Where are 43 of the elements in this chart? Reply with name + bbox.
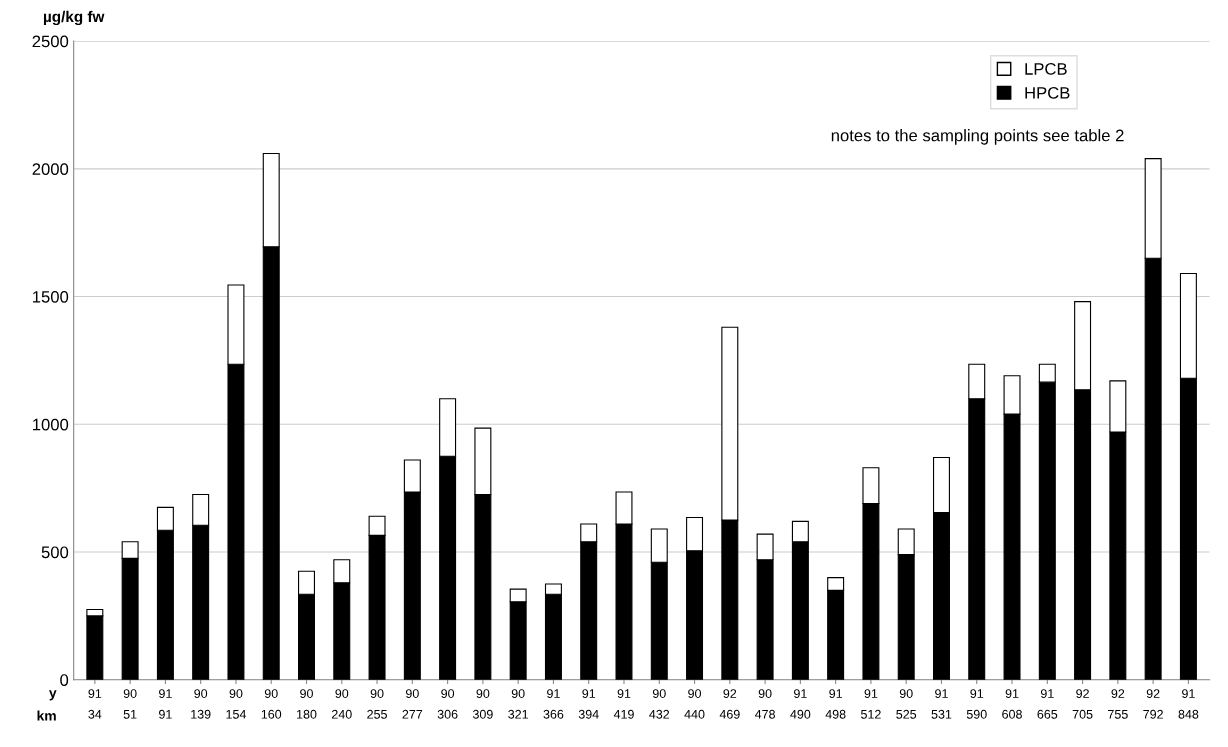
x-tick-label: 90 139 <box>191 689 211 719</box>
x-tick-label: 90 321 <box>508 689 528 719</box>
x-tick-label: 90 432 <box>649 689 670 719</box>
text: y km <box>37 690 57 721</box>
x-tick-label: 90 240 <box>331 689 352 719</box>
x-tick-label: 91 34 <box>88 689 102 719</box>
y-tick-label: 1500 <box>33 290 69 303</box>
x-tick-label: 90 180 <box>297 689 317 719</box>
x-tick-label: 91 590 <box>966 689 987 719</box>
x-tick-label: 92 469 <box>719 689 740 719</box>
x-tick-label: 90 255 <box>367 689 387 719</box>
x-tick-label: 91 394 <box>578 689 599 719</box>
x-tick-label: 90 440 <box>684 689 705 719</box>
legend-label: HPCB <box>1025 86 1070 99</box>
x-tick-label: 92 705 <box>1072 689 1093 719</box>
y-tick-label: 2500 <box>32 35 69 48</box>
x-tick-label: 91 512 <box>861 689 881 719</box>
x-tick-label: 91 848 <box>1178 689 1199 719</box>
x-tick-label: 91 665 <box>1037 689 1058 719</box>
x-tick-label: 91 608 <box>1002 689 1022 719</box>
x-tick-label: 91 366 <box>543 689 564 719</box>
x-tick-label: 90 478 <box>754 689 775 719</box>
x-tick-label: 90 525 <box>896 689 917 719</box>
annotation: notes to the sampling points see table 2 <box>831 129 1124 145</box>
y-axis-title: µg/kg fw <box>43 10 105 26</box>
x-tick-label: 91 91 <box>159 689 172 719</box>
x-tick-label: 90 51 <box>123 689 137 719</box>
x-tick-label: 91 531 <box>931 689 952 719</box>
y-tick-label: 2000 <box>32 163 69 176</box>
x-tick-label: 92 755 <box>1108 689 1128 719</box>
x-tick-label: 90 277 <box>402 689 423 719</box>
x-tick-label: 91 498 <box>825 689 846 719</box>
x-tick-label: 91 419 <box>613 689 634 719</box>
x-tick-label: 90 309 <box>472 689 493 719</box>
y-tick-label: 500 <box>41 546 69 559</box>
x-tick-label: 91 490 <box>790 689 811 719</box>
x-tick-label: 90 306 <box>437 689 458 719</box>
x-tick-label: 92 792 <box>1143 689 1163 719</box>
x-tick-label: 90 154 <box>226 689 247 719</box>
legend-label: LPCB <box>1025 63 1067 75</box>
y-tick-label: 1000 <box>33 418 69 431</box>
x-tick-label: 90 160 <box>261 689 282 719</box>
y-tick-label: 0 <box>60 674 69 686</box>
